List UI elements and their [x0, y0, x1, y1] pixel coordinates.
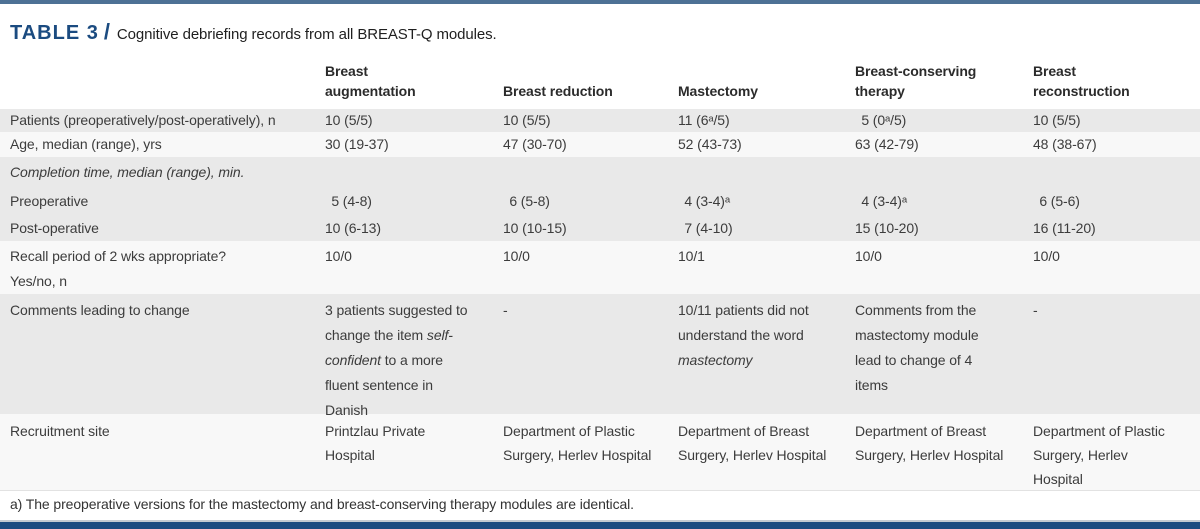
cell-value: 10 (5/5) [325, 112, 373, 128]
table-number-label: TABLE 3 [10, 22, 99, 44]
cell-value: 3 patients suggested to change the item … [325, 298, 503, 423]
cell-value: 48 (38-67) [1033, 136, 1097, 152]
column-header-text: Breast reconstruction [1033, 63, 1130, 99]
cell-value: 30 (19-37) [325, 136, 389, 152]
cell-value: 10 (5/5) [1033, 112, 1081, 128]
table-caption: TABLE 3/ Cognitive debriefing records fro… [0, 4, 1200, 54]
section-row-label: Completion time, median (range), min. [10, 164, 245, 180]
table-row-recruitment-site: Recruitment site Printzlau Private Hospi… [0, 414, 1200, 490]
comment-text: 10/11 patients did not understand the wo… [678, 302, 809, 343]
table-row-preoperative: Preoperative 5 (4-8) 6 (5-8) 4 (3-4)ᵃ 4 … [0, 188, 1200, 215]
cell-value: 10/0 [325, 248, 352, 264]
row-label-line2: Yes/no, n [10, 273, 67, 289]
cell-value: - [503, 302, 508, 318]
cell-value: 5 (4-8) [331, 193, 372, 209]
cell-value: Department of Breast Surgery, Herlev Hos… [855, 423, 1004, 463]
debriefing-table: Breast augmentation Breast reduction Mas… [0, 54, 1200, 490]
table-row-recall-period: Recall period of 2 wks appropriate? Yes/… [0, 241, 1200, 294]
table-footnote: a) The preoperative versions for the mas… [0, 490, 1200, 512]
table-row-completion-time-section: Completion time, median (range), min. [0, 157, 1200, 188]
caption-separator-slash: / [103, 19, 110, 44]
cell-value: 52 (43-73) [678, 136, 742, 152]
header-empty-cell [0, 54, 325, 109]
cell-value: 10/0 [855, 248, 882, 264]
column-header-breast-augmentation: Breast augmentation [325, 61, 483, 109]
table-row-post-operative: Post-operative 10 (6-13) 10 (10-15) 7 (4… [0, 215, 1200, 241]
bottom-accent-bar [0, 520, 1200, 529]
table-row-comments: Comments leading to change 3 patients su… [0, 294, 1200, 418]
table-header-row: Breast augmentation Breast reduction Mas… [0, 54, 1200, 109]
cell-value: 7 (4-10) [684, 220, 733, 236]
row-label: Recall period of 2 wks appropriate? Yes/… [0, 244, 325, 294]
cell-value: Department of Plastic Surgery, Herlev Ho… [503, 423, 652, 463]
cell-value: Department of Plastic Surgery, Herlev Ho… [1033, 423, 1165, 487]
column-header-breast-reconstruction: Breast reconstruction [1033, 61, 1191, 109]
cell-value: 4 (3-4)ᵃ [861, 193, 907, 209]
column-header-mastectomy: Mastectomy [678, 81, 836, 109]
column-header-breast-reduction: Breast reduction [503, 81, 661, 109]
cell-value: 11 (6ᵃ/5) [678, 112, 730, 128]
column-header-breast-conserving-therapy: Breast-conserving therapy [855, 61, 1013, 109]
cell-value: Comments from the mastectomy module lead… [855, 302, 979, 393]
row-label: Age, median (range), yrs [10, 136, 162, 152]
cell-value: 6 (5-8) [509, 193, 550, 209]
cell-value: 16 (11-20) [1033, 220, 1096, 236]
cell-value: 10 (6-13) [325, 220, 381, 236]
cell-value: 4 (3-4)ᵃ [684, 193, 730, 209]
cell-value: 10/0 [503, 248, 530, 264]
cell-value: 15 (10-20) [855, 220, 919, 236]
table-row-patients: Patients (preoperatively/post-operativel… [0, 109, 1200, 132]
column-header-text: Mastectomy [678, 83, 758, 99]
column-header-text: Breast reduction [503, 83, 613, 99]
cell-value: 47 (30-70) [503, 136, 567, 152]
table-row-age: Age, median (range), yrs 30 (19-37) 47 (… [0, 132, 1200, 157]
cell-value: 10 (10-15) [503, 220, 567, 236]
cell-value: Printzlau Private Hospital [325, 423, 426, 463]
column-header-text: Breast augmentation [325, 63, 416, 99]
cell-value: Department of Breast Surgery, Herlev Hos… [678, 423, 827, 463]
emphasized-term: mastectomy [678, 352, 753, 368]
cell-value: - [1033, 302, 1038, 318]
row-label: Preoperative [10, 193, 89, 209]
cell-value: 10/11 patients did not understand the wo… [678, 298, 855, 423]
row-label: Patients (preoperatively/post-operativel… [10, 112, 276, 128]
cell-value: 10/0 [1033, 248, 1060, 264]
comment-text: to a more fluent sentence in Danish [325, 352, 443, 418]
cell-value: 10 (5/5) [503, 112, 551, 128]
top-accent-bar [0, 0, 1200, 4]
cell-value: 10/1 [678, 248, 705, 264]
cell-value: 6 (5-6) [1039, 193, 1080, 209]
table-caption-text: Cognitive debriefing records from all BR… [116, 26, 497, 43]
comment-text: 3 patients suggested to change the item [325, 302, 468, 343]
cell-value: 5 (0ᵃ/5) [861, 112, 907, 128]
row-label: Comments leading to change [10, 302, 190, 318]
row-label: Post-operative [10, 220, 99, 236]
emphasized-term: self-confident [325, 327, 453, 368]
row-label-line1: Recall period of 2 wks appropriate? [10, 248, 226, 264]
row-label: Recruitment site [10, 423, 110, 439]
column-header-text: Breast-conserving therapy [855, 63, 977, 99]
cell-value: 63 (42-79) [855, 136, 919, 152]
